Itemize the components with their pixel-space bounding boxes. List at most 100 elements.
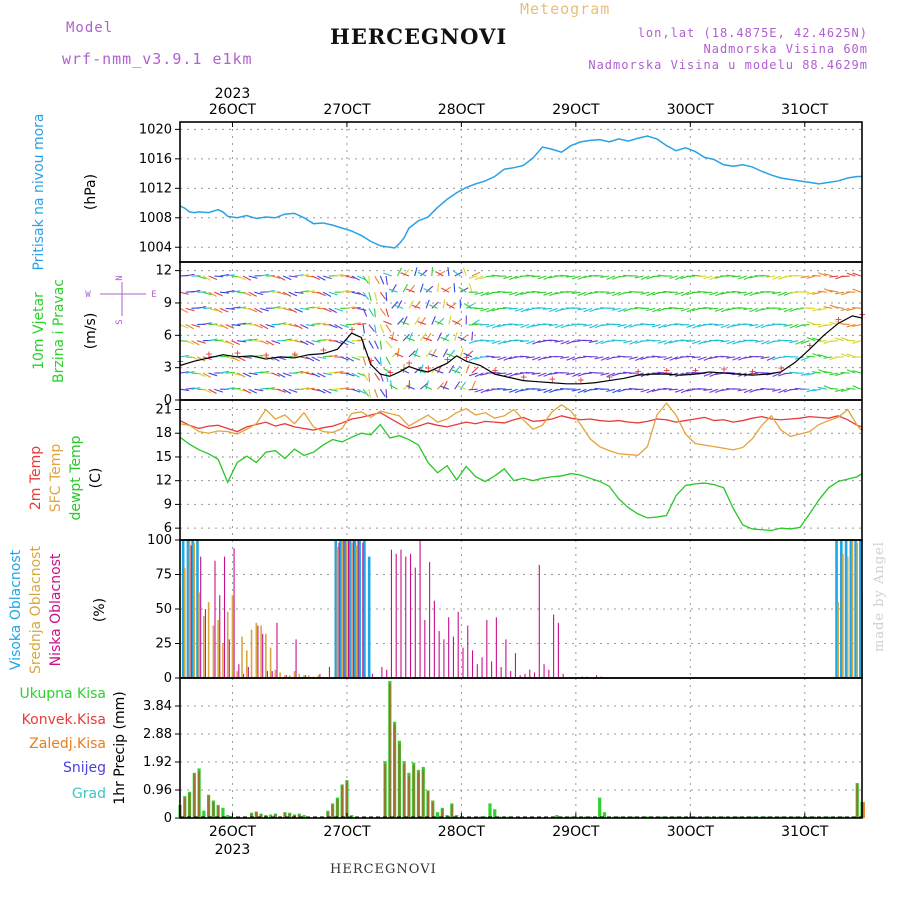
wind-arrow <box>680 388 690 394</box>
wind-arrow <box>571 388 581 392</box>
lonlat-label: lon,lat (18.4875E, 42.4625N) <box>637 26 868 40</box>
cloud-bar-2 <box>338 542 340 678</box>
wind-arrow <box>451 369 461 374</box>
wind-arrow <box>583 323 593 327</box>
wind-arrow <box>282 323 293 326</box>
wind-arrow <box>431 301 439 309</box>
wind-arrow <box>259 324 269 330</box>
wind-arrow <box>606 388 616 393</box>
y-tick-label: 21 <box>155 402 172 417</box>
wind-gust-mark: + <box>291 348 298 361</box>
wind-arrow <box>812 353 822 358</box>
wind-arrow <box>345 275 355 279</box>
y-tick-label: 0 <box>164 811 172 826</box>
wind-arrow <box>772 372 782 378</box>
wind-arrow <box>271 340 281 345</box>
wind-arrow <box>680 323 690 326</box>
wind-gust-mark: + <box>835 313 842 326</box>
wind-arrow <box>254 307 263 314</box>
wind-arrow <box>219 307 229 313</box>
wind-arrow <box>588 340 598 344</box>
wind-arrow <box>437 332 442 341</box>
wind-arrow <box>185 370 195 374</box>
cloud-bar-1 <box>346 540 348 678</box>
wind-arrow <box>514 291 524 297</box>
cloud-bar-1 <box>837 602 839 678</box>
precip-bar-1 <box>283 812 286 818</box>
wind-arrow <box>852 306 862 309</box>
wind-unit-label: (m/s) <box>83 313 99 350</box>
cloud-bar-2 <box>510 671 512 678</box>
wind-arrow <box>812 371 822 374</box>
wind-arrow <box>817 340 827 343</box>
cloud-bar-1 <box>341 540 343 678</box>
wind-arrow <box>474 388 484 393</box>
compass-n: N <box>115 275 125 280</box>
wind-arrow <box>385 389 388 399</box>
wind-arrow <box>709 372 719 377</box>
cloud-bar-1 <box>336 546 339 678</box>
wind-arrow <box>225 356 235 360</box>
wind-arrow <box>191 324 201 328</box>
wind-arrow <box>749 323 759 327</box>
cloud-bar-1 <box>350 542 353 678</box>
wind-arrow <box>254 388 264 392</box>
wind-arrow <box>208 275 218 280</box>
wind-arrow <box>566 356 576 361</box>
wind-arrow <box>191 340 200 346</box>
wind-arrow <box>789 324 799 329</box>
wind-arrow <box>686 355 696 358</box>
wind-arrow <box>368 340 374 349</box>
cloud-bar-2 <box>462 647 464 678</box>
cloud-bar-2 <box>414 567 416 678</box>
wind-arrow <box>448 349 456 358</box>
wind-arrow <box>789 340 799 344</box>
wind-arrow <box>208 338 218 342</box>
wind-gust-mark: + <box>492 364 499 377</box>
cloud-bar-2 <box>400 549 402 678</box>
cloud-bar-0 <box>840 540 843 678</box>
cloud-bar-2 <box>276 622 278 678</box>
wind-arrow <box>565 323 575 327</box>
wind-arrow <box>408 284 416 293</box>
wind-arrow <box>835 388 845 392</box>
wind-arrow <box>362 291 369 300</box>
wind-arrow <box>806 337 816 342</box>
wind-arrow <box>640 291 650 295</box>
wind-arrow <box>698 340 707 345</box>
wind-arrow <box>772 275 782 280</box>
cloud-bar-1 <box>231 595 234 678</box>
precip-bar-1 <box>250 813 253 818</box>
wind-arrow <box>345 372 355 377</box>
wind-arrow <box>503 356 513 361</box>
wind-arrow <box>180 388 189 392</box>
x-tick-label-top: 28OCT <box>438 102 486 118</box>
precip-bar-1 <box>183 797 186 818</box>
wind-arrow <box>789 291 799 294</box>
wind-arrow <box>231 387 241 390</box>
pressure-line <box>179 135 862 249</box>
y-tick-label: 1020 <box>139 122 172 137</box>
wind-arrow <box>554 355 564 358</box>
y-tick-label: 75 <box>155 568 172 583</box>
wind-arrow <box>789 388 799 391</box>
wind-arrow <box>468 275 478 279</box>
wind-arrow <box>305 340 315 346</box>
wind-arrow <box>311 322 321 326</box>
wind-arrow <box>311 340 321 343</box>
year-label-bottom: 2023 <box>215 842 251 858</box>
wind-arrow <box>248 388 258 394</box>
y-tick-label: 50 <box>155 602 172 617</box>
cloud-bar-2 <box>305 675 307 678</box>
cloud-bar-1 <box>193 542 196 678</box>
wind-arrow <box>400 272 410 277</box>
wind-arrow <box>277 388 286 393</box>
wind-arrow <box>231 356 240 362</box>
wind-arrow <box>440 287 450 293</box>
cloud-side-label-2: Srednja Oblacnost <box>28 546 44 674</box>
wind-arrow <box>374 308 376 318</box>
wind-arrow <box>492 324 501 329</box>
wind-arrow <box>852 370 862 374</box>
wind-arrow <box>379 275 385 285</box>
wind-arrow <box>543 388 553 394</box>
